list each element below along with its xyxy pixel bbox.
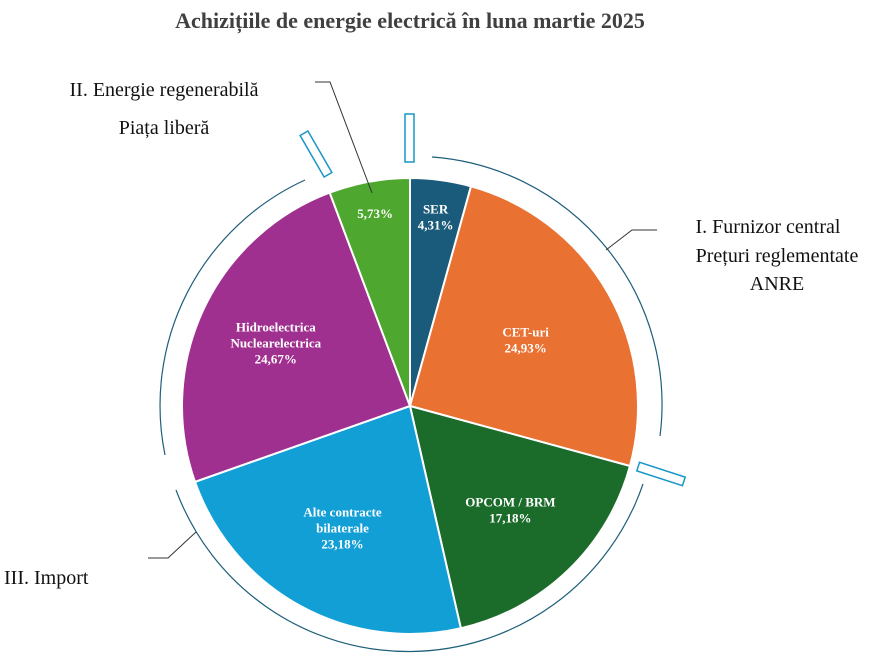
group-bracket-arc [159,179,306,456]
pie-slice-2 [408,404,632,630]
slice-name-label-3: Alte contracte [303,505,382,520]
group-separator-marker [299,129,333,179]
slice-name-label-4: Nuclearelectrica [230,336,321,351]
group-2-line-1: II. Energie regenerabilă [70,79,259,101]
group-3-line-1: III. Import [4,567,89,589]
pie-slice-3 [193,404,463,635]
group-bracket-arc [175,483,644,653]
group-1-leader-line [605,229,657,251]
group-1-line-2: Prețuri reglementate [696,245,859,267]
slice-value-label-4: 24,67% [255,352,297,367]
pie-slice-1 [408,185,639,468]
slice-name-label-0: SER [423,202,449,217]
slice-value-label-5: 5,73% [357,206,393,221]
slice-value-label-2: 17,18% [489,511,531,526]
slice-name-label-2: OPCOM / BRM [465,495,555,510]
group-bracket-arc [431,156,663,437]
group-separator-marker [404,113,415,163]
slice-value-label-3: 23,18% [321,537,363,552]
group-1-line-1: I. Furnizor central [696,216,841,238]
slice-value-label-1: 24,93% [504,340,546,355]
group-brackets [148,81,687,653]
group-2-line-2: Piața liberă [119,117,210,139]
slice-name-label-4: Hidroelectrica [236,320,316,335]
group-2-leader-line [315,81,373,194]
slice-value-label-0: 4,31% [418,218,454,233]
pie-slice-5 [328,176,411,407]
group-1-line-3: ANRE [750,273,804,295]
pie-slices [181,176,639,635]
pie-slice-4 [181,191,412,484]
group-separator-marker [635,461,687,487]
chart-title: Achizițiile de energie electrică în luna… [175,8,645,34]
group-labels: I. Furnizor central Prețuri reglementate… [4,79,858,589]
group-3-leader-line [148,531,197,559]
slice-name-label-3: bilaterale [316,521,369,536]
slice-name-label-1: CET-uri [502,324,549,339]
